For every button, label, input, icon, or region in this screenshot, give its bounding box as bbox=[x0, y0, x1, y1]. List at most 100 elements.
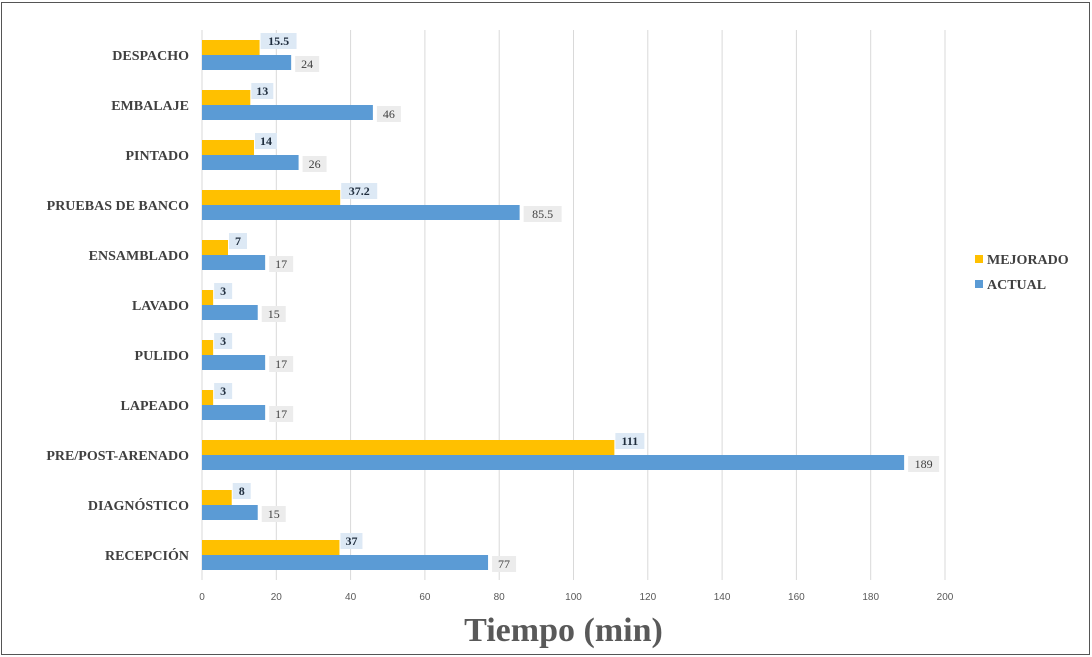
data-label-box bbox=[341, 183, 378, 199]
x-tick-label: 80 bbox=[494, 592, 506, 603]
data-label-actual: 24 bbox=[301, 57, 313, 71]
bar-mejorado bbox=[202, 90, 251, 105]
data-label-actual: 46 bbox=[383, 107, 395, 121]
data-label-box bbox=[295, 56, 320, 72]
x-tick-label: 40 bbox=[345, 592, 357, 603]
data-label-box bbox=[261, 506, 286, 522]
data-label-box bbox=[302, 156, 327, 172]
x-tick-label: 140 bbox=[714, 592, 731, 603]
data-label-mejorado: 3 bbox=[220, 334, 226, 348]
data-label-box bbox=[269, 406, 294, 422]
data-label-actual: 17 bbox=[275, 357, 287, 371]
bar-actual bbox=[202, 405, 266, 420]
bar-chart: 37 77 8 15 111 189 3 17 3 17 3 15 7 17 37.2 85.5 14 26 13 4… bbox=[46, 30, 1069, 649]
bar-actual bbox=[202, 55, 292, 70]
category-label: PULIDO bbox=[135, 349, 190, 364]
bar-mejorado bbox=[202, 440, 615, 455]
bar-actual bbox=[202, 155, 299, 170]
category-label: DIAGNÓSTICO bbox=[88, 497, 189, 514]
x-tick-label: 100 bbox=[565, 592, 582, 603]
data-label-box bbox=[251, 83, 274, 99]
data-label-actual: 85.5 bbox=[532, 207, 553, 221]
data-label-box bbox=[214, 333, 233, 349]
bar-mejorado bbox=[202, 340, 214, 355]
x-tick-label: 20 bbox=[271, 592, 283, 603]
data-labels: 37 77 8 15 111 189 3 17 3 17 3 15 7 17 37.2 85.5 14 26 13 4… bbox=[214, 33, 940, 572]
data-label-mejorado: 3 bbox=[220, 384, 226, 398]
category-label: LAPEADO bbox=[121, 399, 190, 414]
data-label-box bbox=[340, 533, 363, 549]
bar-mejorado bbox=[202, 140, 255, 155]
category-label: PRE/POST-ARENADO bbox=[46, 449, 189, 464]
data-label-mejorado: 37.2 bbox=[349, 184, 370, 198]
category-label: DESPACHO bbox=[112, 49, 189, 64]
data-label-box bbox=[615, 433, 645, 449]
legend-label: MEJORADO bbox=[987, 253, 1069, 268]
bar-mejorado bbox=[202, 540, 340, 555]
data-label-box bbox=[269, 356, 294, 372]
data-label-actual: 17 bbox=[275, 257, 287, 271]
x-tick-label: 120 bbox=[639, 592, 656, 603]
x-tick-label: 0 bbox=[199, 592, 205, 603]
bar-actual bbox=[202, 505, 258, 520]
data-label-box bbox=[376, 106, 401, 122]
bar-mejorado bbox=[202, 190, 341, 205]
data-label-box bbox=[261, 306, 286, 322]
data-label-mejorado: 3 bbox=[220, 284, 226, 298]
category-labels: RECEPCIÓN DIAGNÓSTICO PRE/POST-ARENADO LAPE… bbox=[46, 49, 189, 564]
legend-swatch bbox=[975, 255, 983, 263]
category-label: RECEPCIÓN bbox=[105, 547, 189, 564]
category-label: PRUEBAS DE BANCO bbox=[47, 199, 189, 214]
x-axis-title: Tiempo (min) bbox=[464, 612, 663, 649]
data-label-box bbox=[232, 483, 251, 499]
data-label-box bbox=[214, 283, 233, 299]
data-label-box bbox=[229, 233, 248, 249]
data-label-mejorado: 15.5 bbox=[268, 34, 289, 48]
data-label-box bbox=[255, 133, 278, 149]
data-label-mejorado: 8 bbox=[239, 484, 245, 498]
category-label: PINTADO bbox=[125, 149, 189, 164]
category-label: ENSAMBLADO bbox=[89, 249, 189, 264]
bar-actual bbox=[202, 255, 266, 270]
category-label: LAVADO bbox=[132, 299, 189, 314]
bar-mejorado bbox=[202, 290, 214, 305]
bar-actual bbox=[202, 305, 258, 320]
data-label-box bbox=[908, 456, 940, 472]
legend: MEJORADO ACTUAL bbox=[975, 253, 1069, 293]
bar-actual bbox=[202, 205, 520, 220]
category-label: EMBALAJE bbox=[111, 99, 189, 114]
bar-mejorado bbox=[202, 240, 229, 255]
x-tick-label: 60 bbox=[419, 592, 431, 603]
data-label-actual: 26 bbox=[309, 157, 321, 171]
x-tick-label: 200 bbox=[937, 592, 954, 603]
data-label-box bbox=[523, 206, 562, 222]
data-label-box bbox=[260, 33, 297, 49]
data-label-actual: 77 bbox=[498, 557, 510, 571]
bar-actual bbox=[202, 355, 266, 370]
bars bbox=[202, 40, 905, 570]
legend-swatch bbox=[975, 280, 983, 288]
data-label-box bbox=[214, 383, 233, 399]
bar-actual bbox=[202, 555, 489, 570]
bar-actual bbox=[202, 105, 373, 120]
data-label-mejorado: 13 bbox=[256, 84, 268, 98]
bar-mejorado bbox=[202, 390, 214, 405]
data-label-actual: 17 bbox=[275, 407, 287, 421]
data-label-mejorado: 14 bbox=[260, 134, 272, 148]
bar-mejorado bbox=[202, 40, 260, 55]
data-label-box bbox=[269, 256, 294, 272]
x-tick-labels: 0 20 40 60 80 100 120 140 160 180 200 bbox=[199, 592, 954, 603]
x-tick-label: 180 bbox=[862, 592, 879, 603]
data-label-actual: 15 bbox=[268, 307, 280, 321]
data-label-box bbox=[492, 556, 517, 572]
data-label-actual: 15 bbox=[268, 507, 280, 521]
data-label-actual: 189 bbox=[915, 457, 933, 471]
data-label-mejorado: 111 bbox=[622, 434, 639, 448]
bar-mejorado bbox=[202, 490, 232, 505]
legend-label: ACTUAL bbox=[987, 278, 1046, 293]
bar-actual bbox=[202, 455, 905, 470]
x-tick-label: 160 bbox=[788, 592, 805, 603]
gridlines bbox=[201, 30, 946, 580]
data-label-mejorado: 7 bbox=[235, 234, 241, 248]
